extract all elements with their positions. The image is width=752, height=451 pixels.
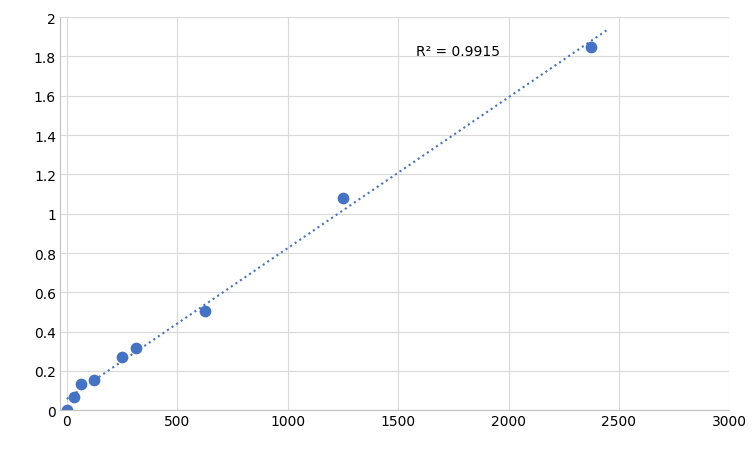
Point [130,345,142,352]
Point [89,377,101,384]
Text: R² = 0.9915: R² = 0.9915 [416,44,500,58]
Point [199,308,211,315]
Point [74,380,86,387]
Point [116,354,128,361]
Point [68,393,80,400]
Point [61,406,73,413]
Point [337,195,349,202]
Point [585,44,597,51]
